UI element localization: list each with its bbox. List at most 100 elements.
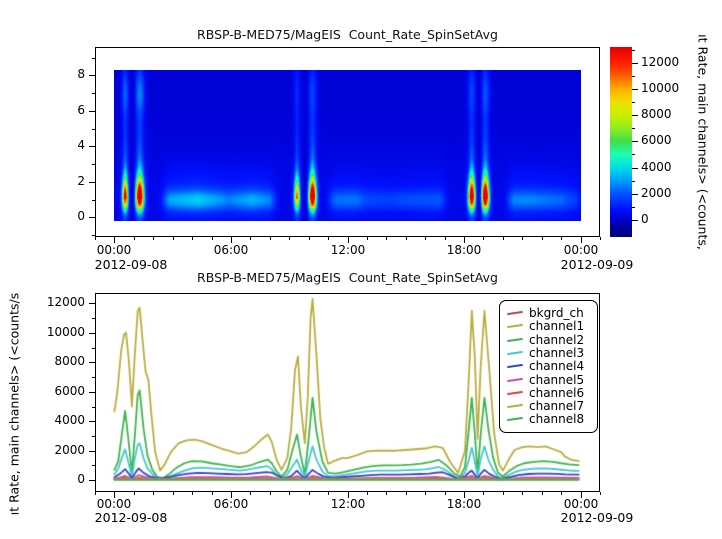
y-tick-label: 10000	[46, 325, 85, 339]
axis-tick	[386, 237, 387, 240]
axis-tick	[92, 407, 95, 408]
bottom-x-axis-date-left: 2012-09-08	[94, 510, 168, 525]
x-tick-label: 06:00	[213, 243, 249, 257]
axis-tick	[522, 492, 523, 495]
colorbar[interactable]	[610, 47, 632, 237]
colorbar-tick-label: 10000	[641, 81, 680, 95]
axis-tick	[483, 492, 484, 495]
x-tick-label: 12:00	[330, 497, 366, 511]
axis-tick	[192, 492, 193, 495]
axis-tick	[89, 75, 95, 76]
axis-tick	[89, 392, 95, 393]
legend-line-swatch	[506, 390, 524, 395]
legend-line-swatch	[506, 364, 524, 369]
axis-tick	[250, 492, 251, 495]
axis-tick	[425, 492, 426, 495]
axis-tick	[581, 237, 582, 243]
colorbar-tick-label: 0	[641, 212, 649, 226]
legend-item-bkgrd_ch: bkgrd_ch	[500, 306, 597, 320]
y-tick-label: 8000	[54, 354, 85, 368]
legend-label: channel2	[529, 332, 585, 347]
axis-tick	[153, 237, 154, 240]
axis-tick	[114, 237, 115, 243]
x-tick-label: 18:00	[446, 243, 482, 257]
axis-tick	[89, 421, 95, 422]
axis-tick	[561, 237, 562, 240]
axis-tick	[309, 237, 310, 240]
axis-tick	[632, 181, 635, 182]
colorbar-tick-label: 8000	[641, 107, 672, 121]
axis-tick	[632, 154, 635, 155]
axis-tick	[95, 492, 96, 495]
axis-tick	[92, 465, 95, 466]
axis-tick	[270, 492, 271, 495]
x-tick-label: 06:00	[213, 497, 249, 511]
axis-tick	[212, 237, 213, 240]
axis-tick	[92, 348, 95, 349]
y-tick-label: 4000	[54, 413, 85, 427]
axis-tick	[632, 128, 635, 129]
axis-tick	[173, 237, 174, 240]
legend-item-channel2: channel2	[500, 332, 597, 347]
axis-tick	[632, 194, 638, 195]
axis-tick	[632, 141, 638, 142]
axis-tick	[328, 237, 329, 240]
axis-tick	[173, 492, 174, 495]
axis-tick	[561, 492, 562, 495]
axis-tick	[192, 237, 193, 240]
axis-tick	[89, 303, 95, 304]
axis-tick	[600, 492, 601, 495]
legend-item-channel8: channel8	[500, 412, 597, 426]
y-tick-label: 4	[77, 138, 85, 152]
legend[interactable]: bkgrd_ch channel1 channel2 channel3 channel4…	[499, 300, 598, 433]
axis-tick	[542, 492, 543, 495]
axis-tick	[89, 480, 95, 481]
colorbar-tick-label: 4000	[641, 160, 672, 174]
legend-label: channel1	[529, 319, 585, 334]
axis-tick	[231, 492, 232, 498]
axis-tick	[348, 492, 349, 498]
axis-tick	[92, 318, 95, 319]
legend-line-swatch	[506, 350, 524, 355]
axis-tick	[92, 129, 95, 130]
axis-tick	[406, 237, 407, 240]
legend-item-channel5: channel5	[500, 372, 597, 387]
legend-item-channel4: channel4	[500, 359, 597, 374]
legend-line-swatch	[506, 417, 524, 422]
axis-tick	[632, 168, 638, 169]
y-tick-label: 2	[77, 174, 85, 188]
axis-tick	[89, 333, 95, 334]
colorbar-tick-label: 2000	[641, 186, 672, 200]
axis-tick	[89, 217, 95, 218]
colorbar-axis-label: ıt Rate, main channels> (<counts,	[695, 34, 711, 250]
legend-label: channel5	[529, 372, 585, 387]
bottom-x-axis-date-right: 2012-09-09	[560, 510, 634, 525]
axis-tick	[270, 237, 271, 240]
axis-tick	[632, 76, 635, 77]
legend-label: channel3	[529, 345, 585, 360]
x-tick-label: 00:00	[96, 243, 132, 257]
x-tick-label: 00:00	[96, 497, 132, 511]
axis-tick	[632, 207, 635, 208]
axis-tick	[89, 146, 95, 147]
axis-tick	[92, 200, 95, 201]
y-tick-label: 6000	[54, 384, 85, 398]
colorbar-tick-label: 12000	[641, 55, 680, 69]
axis-tick	[134, 237, 135, 240]
axis-tick	[632, 89, 638, 90]
axis-tick	[92, 436, 95, 437]
axis-tick	[95, 237, 96, 240]
top-x-axis-date-left: 2012-09-08	[94, 257, 168, 272]
axis-tick	[386, 492, 387, 495]
x-tick-label: 00:00	[563, 243, 599, 257]
legend-item-channel1: channel1	[500, 319, 597, 334]
legend-line-swatch	[506, 310, 524, 316]
y-tick-label: 2000	[54, 443, 85, 457]
legend-item-channel7: channel7	[500, 399, 597, 413]
legend-line-swatch	[506, 377, 524, 382]
legend-item-channel6: channel6	[500, 386, 597, 400]
axis-tick	[92, 93, 95, 94]
axis-tick	[92, 377, 95, 378]
axis-tick	[464, 492, 465, 498]
legend-label: channel4	[529, 359, 585, 374]
